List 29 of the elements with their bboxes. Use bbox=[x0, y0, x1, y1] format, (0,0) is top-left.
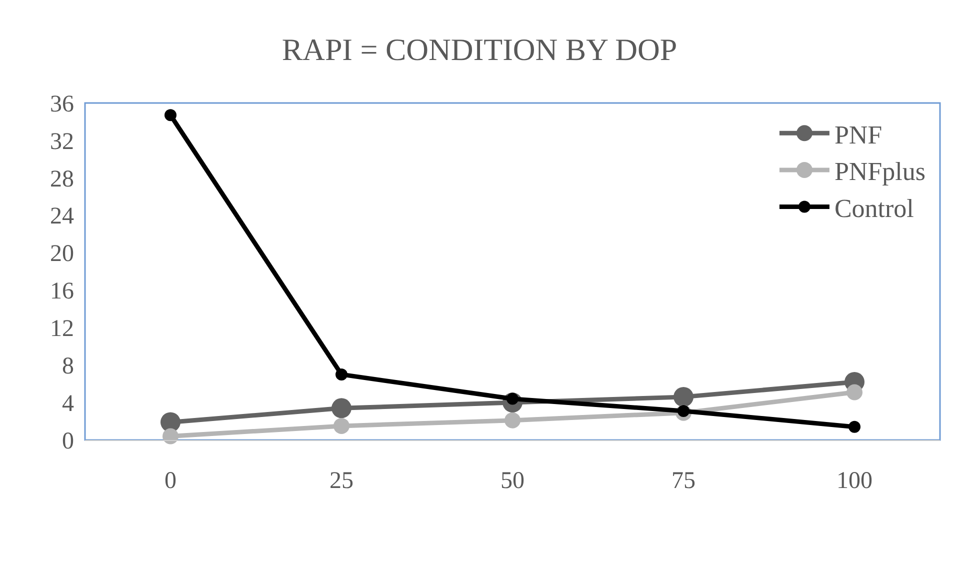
point bbox=[334, 418, 350, 434]
y-tick-label: 4 bbox=[62, 390, 74, 417]
x-tick-label: 50 bbox=[500, 468, 524, 494]
x-tick-label: 0 bbox=[164, 468, 176, 494]
y-tick-label: 24 bbox=[50, 204, 74, 230]
y-tick-label: 8 bbox=[62, 354, 74, 380]
legend-label: Control bbox=[834, 194, 914, 223]
chart-title: RAPI = CONDITION BY DOP bbox=[282, 32, 678, 67]
y-tick-label: 36 bbox=[50, 91, 74, 118]
point bbox=[332, 398, 352, 418]
point bbox=[504, 412, 520, 428]
legend-label: PNFplus bbox=[834, 157, 926, 186]
point bbox=[164, 109, 176, 122]
point bbox=[846, 384, 862, 400]
point bbox=[162, 428, 178, 444]
y-tick-label: 20 bbox=[50, 241, 74, 268]
point bbox=[336, 368, 348, 380]
x-tick-label: 75 bbox=[672, 468, 696, 494]
y-tick-label: 0 bbox=[62, 428, 74, 454]
point bbox=[848, 420, 860, 433]
point bbox=[160, 412, 180, 432]
x-tick-label: 100 bbox=[836, 468, 872, 494]
y-tick-label: 12 bbox=[50, 316, 74, 342]
y-tick-label: 16 bbox=[50, 278, 74, 305]
y-tick-label: 32 bbox=[50, 128, 74, 155]
y-tick-label: 28 bbox=[50, 166, 74, 192]
x-tick-label: 25 bbox=[330, 468, 354, 494]
legend-label: PNF bbox=[834, 120, 882, 150]
point bbox=[674, 386, 694, 407]
